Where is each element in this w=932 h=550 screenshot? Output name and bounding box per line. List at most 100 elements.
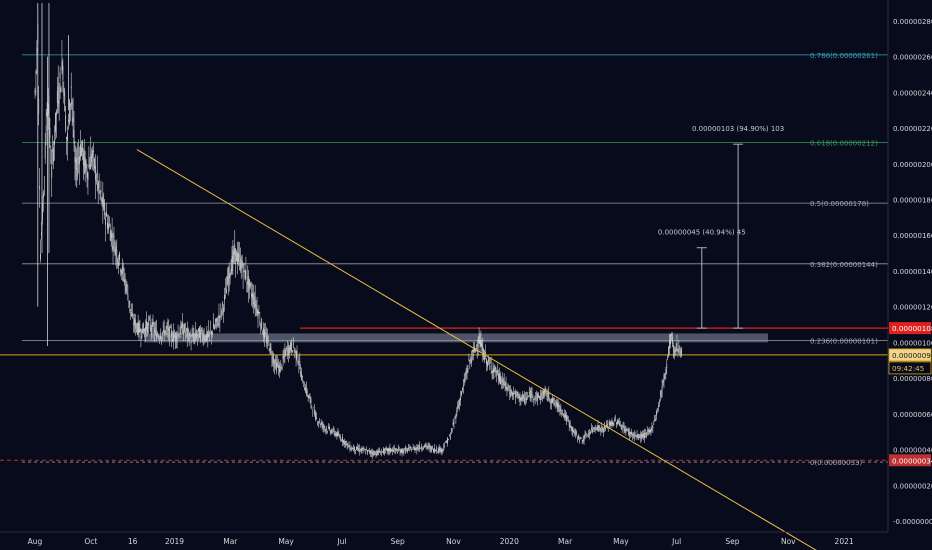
candle-body [43,177,45,179]
candle-body [672,345,674,349]
candle-body [477,344,479,347]
candle-body [380,454,382,455]
price-axis-tick-label: 0.00000120 [893,304,932,312]
candle-body [568,421,570,427]
candle-body [225,288,227,294]
candle-body [341,440,342,442]
candle-body [429,446,431,449]
candle-body [515,392,517,394]
candle-body [448,439,449,441]
candle-body [149,323,151,329]
candle-body [520,398,522,401]
candle-body [384,448,386,451]
candle-body [629,431,631,436]
candle-body [417,447,419,449]
candle-body [493,368,495,373]
candle-body [54,140,55,145]
candle-body [566,416,568,419]
candle-body [358,447,360,452]
candle-body [84,157,86,174]
candle-body [309,397,311,399]
candle-body [121,270,122,274]
candle-body [242,270,244,278]
candle-body [585,433,587,435]
candle-body [498,373,500,380]
candle-body [107,224,109,230]
time-axis[interactable]: Aug Oct 16 2019 Mar May Jul Sep Nov 2020 Mar May Jul… [28,537,854,546]
candle-body [69,103,71,108]
candle-body [169,326,171,340]
candle-body [168,327,170,334]
candle-body [216,318,218,322]
candle-body [233,249,235,255]
drawing-overlays[interactable]: 0.00000045 (40.94%) 45 0.00000103 (94.90%… [136,125,818,550]
candle-body [212,323,214,329]
candle-body [95,179,97,182]
candle-body [551,399,552,404]
candle-body [98,179,100,188]
candle-body [272,355,274,363]
candle-body [199,329,201,341]
candle-body [639,435,641,437]
candle-body [61,61,63,71]
candle-body [344,441,346,445]
candle-body [310,398,312,404]
price-axis-tick-label: 0.00000240 [893,89,932,97]
candle-body [248,276,250,291]
descending-trendline[interactable] [136,149,818,550]
candle-body [88,164,90,167]
candle-body [66,136,67,139]
candle-body [72,117,74,123]
candle-body [372,451,374,455]
candle-body [572,427,574,433]
candle-body [68,119,69,122]
candle-body [393,449,395,452]
candle-body [110,231,112,242]
candle-body [640,433,642,439]
candle-body [161,332,163,335]
candle-body [642,433,644,438]
candle-body [189,332,191,337]
candle-body [218,314,220,318]
price-axis[interactable]: 0.00000280 0.00000260 0.00000240 0.00000220… [893,18,932,526]
candle-body [320,422,322,424]
candle-body [553,398,554,401]
candle-body [356,446,357,451]
price-axis-tick-label: -0.00000000 [893,518,932,526]
candle-body [399,452,401,454]
candle-body [308,395,310,399]
candle-body [582,439,584,441]
candle-body [636,433,638,437]
candle-body [268,350,270,351]
candle-body [303,386,304,388]
candle-body [484,355,486,360]
candle-body [304,388,305,391]
candle-body [243,263,245,266]
candle-body [569,422,571,428]
candle-body [465,374,467,376]
candle-body [180,324,182,334]
candle-body [188,338,190,343]
candle-body [462,385,464,387]
candle-body [583,439,585,442]
candle-body [119,252,120,261]
candle-body [392,448,394,452]
candle-body [159,338,160,340]
candle-body [457,405,459,409]
candle-body [324,427,326,429]
candle-body [605,424,607,427]
candle-body [267,340,269,341]
candle-body [211,331,212,336]
candle-body [67,133,68,141]
candle-body [297,361,299,364]
candle-body [658,401,660,404]
candle-body [357,449,359,450]
candle-body [453,422,455,424]
candle-body [442,449,444,450]
time-axis-tick-label: Jul [671,537,681,546]
candle-body [50,160,52,162]
candle-body [287,348,289,356]
candle-body [633,434,635,439]
candle-body [89,164,91,170]
